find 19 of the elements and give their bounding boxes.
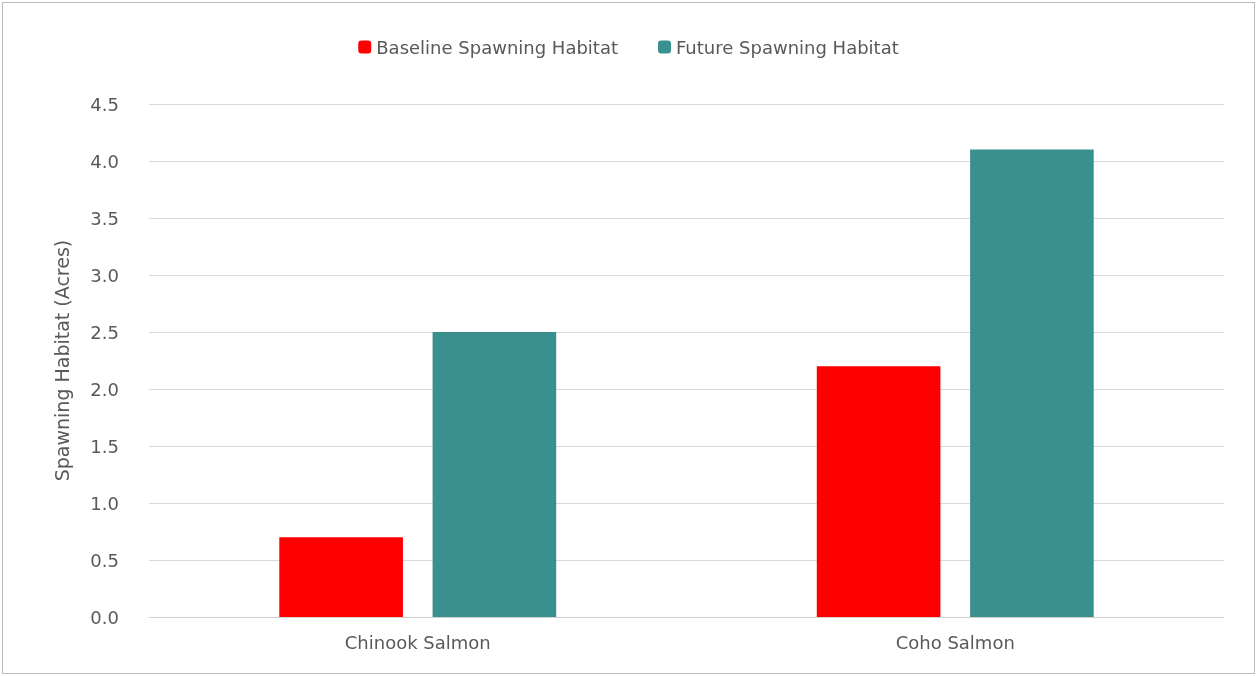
- bar: [970, 149, 1094, 617]
- y-tick-label: 4.5: [90, 93, 119, 115]
- y-tick-label: 0.0: [90, 606, 119, 628]
- x-tick-label: Chinook Salmon: [344, 631, 491, 653]
- y-tick-label: 2.0: [90, 378, 119, 400]
- y-tick-label: 2.5: [90, 321, 119, 343]
- y-tick-label: 3.0: [90, 264, 119, 286]
- x-tick-label: Coho Salmon: [895, 631, 1015, 653]
- y-axis-title: Spawning Habitat (Acres): [50, 239, 73, 482]
- legend-label: Baseline Spawning Habitat: [376, 36, 618, 58]
- bar: [432, 332, 557, 617]
- y-tick-label: 3.5: [90, 207, 119, 229]
- y-tick-label: 4.0: [90, 150, 119, 172]
- y-tick-label: 0.5: [90, 549, 119, 571]
- bar: [816, 366, 941, 617]
- bar: [279, 537, 403, 617]
- y-tick-label: 1.5: [90, 435, 119, 457]
- y-tick-label: 1.0: [90, 492, 119, 514]
- legend-label: Future Spawning Habitat: [676, 36, 899, 58]
